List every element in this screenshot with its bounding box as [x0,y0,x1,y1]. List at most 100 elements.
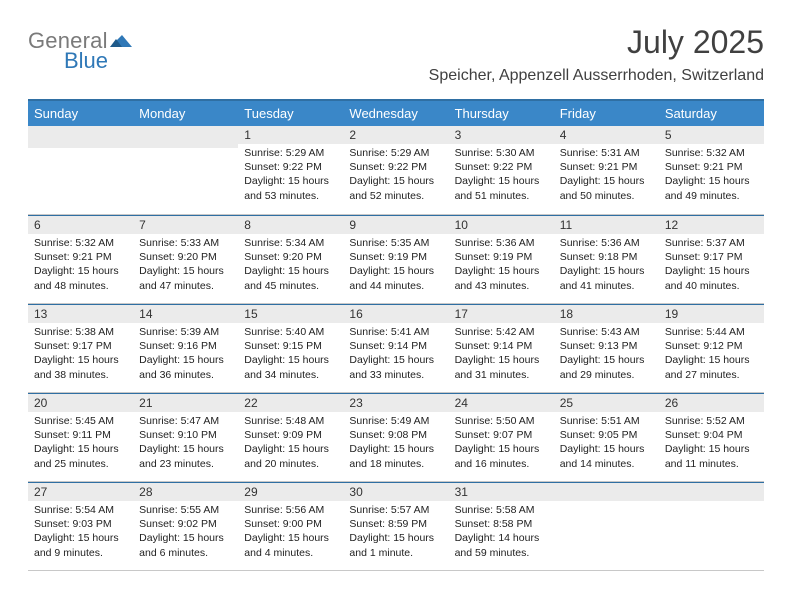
sunset-text: Sunset: 9:17 PM [34,339,127,353]
day-number: 9 [343,215,448,234]
sunrise-text: Sunrise: 5:43 AM [560,325,653,339]
calendar-cell: 14Sunrise: 5:39 AMSunset: 9:16 PMDayligh… [133,304,238,393]
sunset-text: Sunset: 9:18 PM [560,250,653,264]
daylight-text: Daylight: 15 hours and 44 minutes. [349,264,442,292]
daylight-text: Daylight: 14 hours and 59 minutes. [455,531,548,559]
sunset-text: Sunset: 9:08 PM [349,428,442,442]
daylight-text: Daylight: 15 hours and 11 minutes. [665,442,758,470]
sunrise-text: Sunrise: 5:44 AM [665,325,758,339]
logo-text-blue: Blue [64,48,108,74]
daylight-text: Daylight: 15 hours and 18 minutes. [349,442,442,470]
calendar-cell: 6Sunrise: 5:32 AMSunset: 9:21 PMDaylight… [28,215,133,304]
daylight-text: Daylight: 15 hours and 48 minutes. [34,264,127,292]
sunrise-text: Sunrise: 5:48 AM [244,414,337,428]
sunrise-text: Sunrise: 5:55 AM [139,503,232,517]
day-details: Sunrise: 5:29 AMSunset: 9:22 PMDaylight:… [238,144,343,207]
daylight-text: Daylight: 15 hours and 1 minute. [349,531,442,559]
day-number: 31 [449,482,554,501]
sunset-text: Sunset: 9:14 PM [349,339,442,353]
sunrise-text: Sunrise: 5:57 AM [349,503,442,517]
day-details: Sunrise: 5:50 AMSunset: 9:07 PMDaylight:… [449,412,554,475]
sunset-text: Sunset: 9:15 PM [244,339,337,353]
day-details: Sunrise: 5:51 AMSunset: 9:05 PMDaylight:… [554,412,659,475]
calendar-body: 1Sunrise: 5:29 AMSunset: 9:22 PMDaylight… [28,126,764,571]
calendar-cell: 17Sunrise: 5:42 AMSunset: 9:14 PMDayligh… [449,304,554,393]
day-details: Sunrise: 5:55 AMSunset: 9:02 PMDaylight:… [133,501,238,564]
header: General Blue July 2025 Speicher, Appenze… [28,24,764,85]
daylight-text: Daylight: 15 hours and 41 minutes. [560,264,653,292]
location-subtitle: Speicher, Appenzell Ausserrhoden, Switze… [429,67,764,85]
day-number: 30 [343,482,448,501]
day-number: 1 [238,126,343,144]
day-details: Sunrise: 5:41 AMSunset: 9:14 PMDaylight:… [343,323,448,386]
sunset-text: Sunset: 9:21 PM [34,250,127,264]
day-number: 15 [238,304,343,323]
day-number: 22 [238,393,343,412]
sunset-text: Sunset: 9:10 PM [139,428,232,442]
daylight-text: Daylight: 15 hours and 25 minutes. [34,442,127,470]
day-number: 16 [343,304,448,323]
day-details: Sunrise: 5:40 AMSunset: 9:15 PMDaylight:… [238,323,343,386]
calendar-cell: 8Sunrise: 5:34 AMSunset: 9:20 PMDaylight… [238,215,343,304]
sunrise-text: Sunrise: 5:45 AM [34,414,127,428]
logo: General Blue [28,28,134,74]
sunset-text: Sunset: 9:11 PM [34,428,127,442]
sunrise-text: Sunrise: 5:33 AM [139,236,232,250]
calendar-cell: 28Sunrise: 5:55 AMSunset: 9:02 PMDayligh… [133,482,238,571]
daylight-text: Daylight: 15 hours and 14 minutes. [560,442,653,470]
sunrise-text: Sunrise: 5:31 AM [560,146,653,160]
daylight-text: Daylight: 15 hours and 4 minutes. [244,531,337,559]
sunrise-text: Sunrise: 5:41 AM [349,325,442,339]
day-number: 7 [133,215,238,234]
sunset-text: Sunset: 9:16 PM [139,339,232,353]
day-number: 29 [238,482,343,501]
sunrise-text: Sunrise: 5:56 AM [244,503,337,517]
calendar-cell: 9Sunrise: 5:35 AMSunset: 9:19 PMDaylight… [343,215,448,304]
day-details: Sunrise: 5:32 AMSunset: 9:21 PMDaylight:… [28,234,133,297]
calendar-cell: 29Sunrise: 5:56 AMSunset: 9:00 PMDayligh… [238,482,343,571]
sunrise-text: Sunrise: 5:29 AM [349,146,442,160]
sunset-text: Sunset: 9:00 PM [244,517,337,531]
daylight-text: Daylight: 15 hours and 6 minutes. [139,531,232,559]
day-details: Sunrise: 5:56 AMSunset: 9:00 PMDaylight:… [238,501,343,564]
calendar-week-row: 27Sunrise: 5:54 AMSunset: 9:03 PMDayligh… [28,482,764,571]
day-number: 21 [133,393,238,412]
calendar-cell: 13Sunrise: 5:38 AMSunset: 9:17 PMDayligh… [28,304,133,393]
day-details: Sunrise: 5:52 AMSunset: 9:04 PMDaylight:… [659,412,764,475]
sunrise-text: Sunrise: 5:51 AM [560,414,653,428]
day-details: Sunrise: 5:30 AMSunset: 9:22 PMDaylight:… [449,144,554,207]
daylight-text: Daylight: 15 hours and 38 minutes. [34,353,127,381]
day-details: Sunrise: 5:43 AMSunset: 9:13 PMDaylight:… [554,323,659,386]
weekday-header: Sunday [28,100,133,126]
weekday-header: Saturday [659,100,764,126]
day-number-empty [554,482,659,501]
daylight-text: Daylight: 15 hours and 47 minutes. [139,264,232,292]
sunset-text: Sunset: 9:07 PM [455,428,548,442]
sunset-text: Sunset: 9:05 PM [560,428,653,442]
calendar-cell: 5Sunrise: 5:32 AMSunset: 9:21 PMDaylight… [659,126,764,215]
sunset-text: Sunset: 9:13 PM [560,339,653,353]
calendar-cell: 22Sunrise: 5:48 AMSunset: 9:09 PMDayligh… [238,393,343,482]
daylight-text: Daylight: 15 hours and 49 minutes. [665,174,758,202]
sunrise-text: Sunrise: 5:36 AM [455,236,548,250]
calendar-cell: 18Sunrise: 5:43 AMSunset: 9:13 PMDayligh… [554,304,659,393]
calendar-cell: 7Sunrise: 5:33 AMSunset: 9:20 PMDaylight… [133,215,238,304]
calendar-cell: 31Sunrise: 5:58 AMSunset: 8:58 PMDayligh… [449,482,554,571]
calendar-table: Sunday Monday Tuesday Wednesday Thursday… [28,99,764,571]
day-details: Sunrise: 5:38 AMSunset: 9:17 PMDaylight:… [28,323,133,386]
daylight-text: Daylight: 15 hours and 34 minutes. [244,353,337,381]
day-number: 12 [659,215,764,234]
sunrise-text: Sunrise: 5:32 AM [34,236,127,250]
daylight-text: Daylight: 15 hours and 45 minutes. [244,264,337,292]
calendar-cell [28,126,133,215]
day-details: Sunrise: 5:29 AMSunset: 9:22 PMDaylight:… [343,144,448,207]
sunset-text: Sunset: 9:20 PM [244,250,337,264]
day-number: 8 [238,215,343,234]
daylight-text: Daylight: 15 hours and 29 minutes. [560,353,653,381]
day-details: Sunrise: 5:42 AMSunset: 9:14 PMDaylight:… [449,323,554,386]
calendar-cell: 24Sunrise: 5:50 AMSunset: 9:07 PMDayligh… [449,393,554,482]
day-details: Sunrise: 5:54 AMSunset: 9:03 PMDaylight:… [28,501,133,564]
daylight-text: Daylight: 15 hours and 23 minutes. [139,442,232,470]
sunset-text: Sunset: 9:17 PM [665,250,758,264]
day-details: Sunrise: 5:48 AMSunset: 9:09 PMDaylight:… [238,412,343,475]
